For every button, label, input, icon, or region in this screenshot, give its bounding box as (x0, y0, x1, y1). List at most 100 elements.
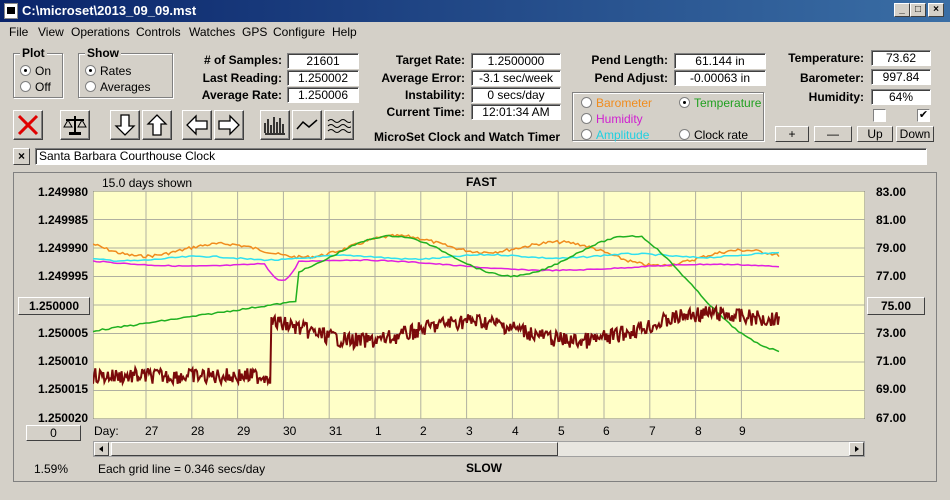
title-bar: C:\microset\2013_09_09.mst _ □ × (0, 0, 950, 22)
temperature-stat-value: 73.62 (871, 50, 931, 66)
menu-controls[interactable]: Controls (136, 25, 181, 39)
target-rate-label: Target Rate: (395, 53, 465, 67)
day-label: Day: (94, 424, 119, 438)
bar-view-button[interactable] (260, 110, 290, 140)
humidity-stat-value: 64% (871, 89, 931, 105)
clock-name-field[interactable]: Santa Barbara Courthouse Clock (35, 148, 927, 165)
rate-series (93, 303, 780, 388)
app-title: MicroSet Clock and Watch Timer (374, 130, 561, 144)
line-graph-icon (296, 119, 318, 130)
menu-operations[interactable]: Operations (71, 25, 130, 39)
option-checkbox-1[interactable] (873, 109, 886, 122)
plot-area[interactable] (93, 191, 865, 419)
x-tick: 29 (237, 424, 251, 438)
barometer-stat-label: Barometer: (799, 71, 864, 85)
menu-bar: File View Operations Controls Watches GP… (0, 22, 950, 42)
barometer-radio[interactable]: Barometer (581, 96, 652, 110)
x-tick: 1 (375, 424, 382, 438)
last-reading-value: 1.250002 (287, 70, 359, 86)
average-rate-value: 1.250006 (287, 87, 359, 103)
line-view-button[interactable] (292, 110, 322, 140)
menu-view[interactable]: View (38, 25, 64, 39)
show-averages-radio[interactable]: Averages (85, 80, 150, 94)
radio-dot-icon (20, 65, 31, 76)
scroll-left-button[interactable] (182, 110, 212, 140)
barometer-series (93, 233, 780, 268)
y-tick-left[interactable]: 1.250000 (18, 297, 90, 315)
minus-button[interactable]: — (814, 126, 852, 142)
menu-file[interactable]: File (9, 25, 29, 39)
pend-length-value[interactable]: 61.144 in (674, 53, 766, 69)
radio-dot-icon (581, 129, 592, 140)
scroll-down-button[interactable] (110, 110, 140, 140)
menu-gps[interactable]: GPS (242, 25, 268, 39)
bar-graph-icon (264, 117, 285, 135)
target-rate-value[interactable]: 1.2500000 (471, 53, 561, 69)
last-reading-label: Last Reading: (202, 71, 282, 85)
stop-button[interactable] (13, 110, 43, 140)
y-tick-right[interactable]: 75.00 (867, 297, 925, 315)
y-tick-right: 69.00 (876, 382, 907, 396)
scroll-thumb[interactable] (111, 442, 558, 456)
red-x-icon (17, 114, 39, 136)
pend-length-label: Pend Length: (591, 53, 668, 67)
plot-group: Plot On Off (13, 46, 63, 98)
arrow-down-icon (114, 114, 136, 136)
scroll-right-button[interactable] (214, 110, 244, 140)
x-tick: 3 (466, 424, 473, 438)
y-tick-left: 1.249985 (37, 213, 88, 227)
temperature-label: Temperature (694, 96, 762, 110)
y-tick-right: 71.00 (876, 354, 907, 368)
temperature-radio[interactable]: Temperature (679, 96, 761, 110)
x-tick: 27 (145, 424, 159, 438)
scroll-right-arrow[interactable] (849, 442, 864, 456)
plot-on-radio[interactable]: On (20, 64, 51, 78)
arrow-right-icon (218, 114, 240, 136)
y-tick-left: 1.250010 (37, 354, 88, 368)
average-error-value: -3.1 sec/week (471, 70, 561, 86)
maximize-button[interactable]: □ (910, 3, 926, 17)
scroll-up-button[interactable] (142, 110, 172, 140)
amplitude-series (93, 251, 780, 262)
plot-off-radio[interactable]: Off (20, 80, 51, 94)
menu-help[interactable]: Help (332, 25, 357, 39)
current-time-value: 12:01:34 AM (471, 104, 561, 120)
smooth-view-button[interactable] (324, 110, 354, 140)
percent-label: 1.59% (34, 462, 69, 476)
y-tick-right: 77.00 (876, 269, 907, 283)
samples-label: # of Samples: (203, 53, 282, 67)
show-rates-radio[interactable]: Rates (85, 64, 131, 78)
menu-watches[interactable]: Watches (189, 25, 236, 39)
samples-value: 21601 (287, 53, 359, 69)
slow-label: SLOW (466, 461, 502, 475)
minimize-button[interactable]: _ (894, 3, 910, 17)
zero-button[interactable]: 0 (26, 425, 81, 441)
menu-configure[interactable]: Configure (273, 25, 326, 39)
y-tick-left: 1.249980 (37, 185, 88, 199)
pend-adjust-value: -0.00063 in (674, 70, 766, 86)
balance-button[interactable] (60, 110, 90, 140)
plus-button[interactable]: + (775, 126, 809, 142)
scroll-left-arrow[interactable] (94, 442, 109, 456)
x-tick: 4 (512, 424, 519, 438)
amplitude-radio[interactable]: Amplitude (581, 128, 649, 142)
clear-name-button[interactable]: × (13, 148, 30, 165)
y-tick-right: 67.00 (876, 411, 907, 425)
days-shown-label: 15.0 days shown (102, 176, 193, 190)
current-time-label: Current Time: (386, 105, 465, 119)
wave-icon (327, 119, 351, 133)
arrow-up-icon (146, 114, 168, 136)
barometer-stat-value: 997.84 (871, 69, 931, 85)
humidity-radio[interactable]: Humidity (581, 112, 643, 126)
y-tick-right: 79.00 (876, 241, 907, 255)
y-tick-right: 81.00 (876, 213, 907, 227)
option-checkbox-2[interactable]: ✔ (917, 109, 930, 122)
down-button[interactable]: Down (896, 126, 934, 142)
x-tick: 5 (558, 424, 565, 438)
up-button[interactable]: Up (857, 126, 893, 142)
horizontal-scrollbar[interactable] (93, 441, 865, 457)
sensor-group: Barometer Temperature Humidity Amplitude… (572, 92, 764, 142)
close-button[interactable]: × (928, 3, 944, 17)
clock-rate-radio[interactable]: Clock rate (679, 128, 748, 142)
temperature-stat-label: Temperature: (788, 51, 864, 65)
